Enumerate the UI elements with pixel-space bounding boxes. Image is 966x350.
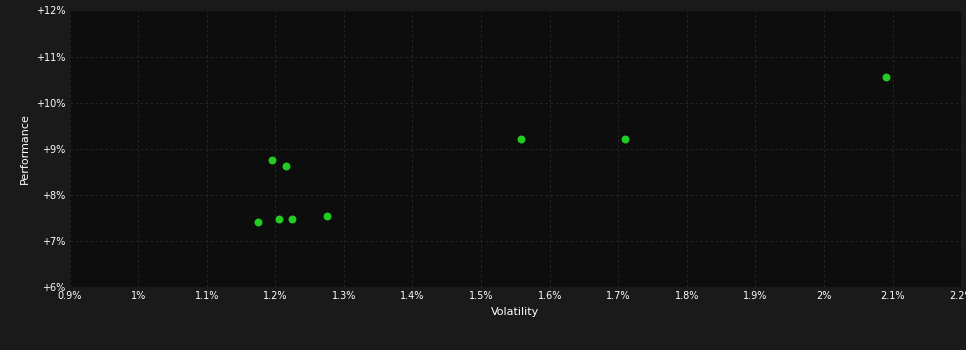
Point <box>250 219 266 224</box>
Point <box>271 216 287 222</box>
Y-axis label: Performance: Performance <box>20 113 30 184</box>
Point <box>264 158 279 163</box>
Point <box>319 213 334 218</box>
Point <box>617 136 633 141</box>
Point <box>878 75 894 80</box>
Point <box>513 136 528 141</box>
Point <box>285 216 300 222</box>
Point <box>278 163 294 169</box>
X-axis label: Volatility: Volatility <box>492 307 539 317</box>
